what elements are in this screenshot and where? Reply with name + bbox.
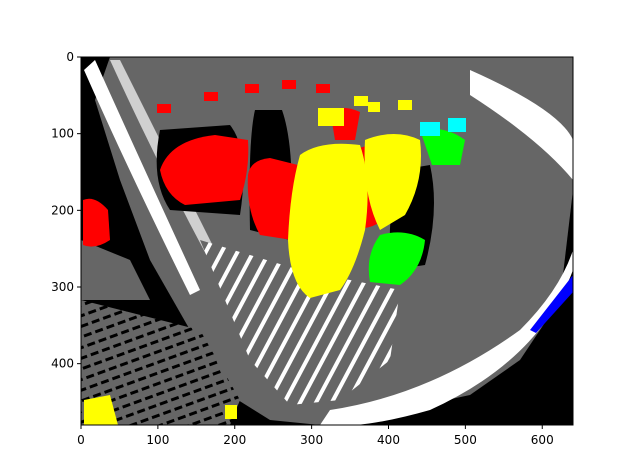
axes-frame [80,56,574,426]
x-tick-label: 200 [223,433,246,447]
y-axis: 0 100 200 300 400 [51,50,81,371]
x-tick-label: 500 [454,433,477,447]
white-shelf-edge-top [470,70,573,180]
x-tick-label: 600 [531,433,554,447]
grill-region [200,240,400,405]
y-tick-label: 200 [51,203,74,217]
yellow-caps [354,96,412,112]
y-tick-label: 300 [51,280,74,294]
x-tick-label: 300 [300,433,323,447]
y-tick-label: 400 [51,357,74,371]
bottle-caps [157,80,330,113]
x-tick-label: 100 [146,433,169,447]
x-tick-label: 0 [77,433,85,447]
left-gray-patch [81,240,150,300]
lower-left-shelf [81,300,240,425]
blue-region [530,275,573,333]
yellow-regions [84,108,421,425]
y-tick-label: 0 [66,50,74,64]
x-axis: 0 100 200 300 400 500 600 [77,425,554,447]
y-tick-label: 100 [51,127,74,141]
green-regions [368,128,465,285]
segmented-image [81,57,573,425]
x-tick-label: 400 [377,433,400,447]
cyan-regions [420,118,466,136]
white-shelf-edge-bottom [320,250,573,425]
